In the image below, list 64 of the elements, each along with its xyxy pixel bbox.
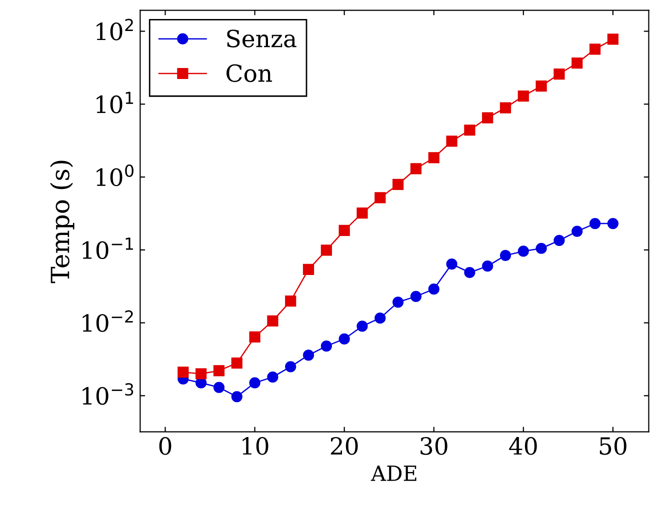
point (178, 366, 189, 378)
point (374, 312, 386, 324)
point (428, 284, 440, 295)
y-tick-label: 10$^{−2}$ (82, 310, 133, 332)
point (338, 224, 350, 236)
point (267, 315, 278, 327)
point (446, 136, 458, 147)
y-tick-label: 10$^{−3}$ (82, 383, 134, 405)
point (464, 124, 476, 136)
x-tick-label: 10 (242, 437, 268, 455)
point (464, 266, 476, 278)
point (320, 244, 332, 256)
point (572, 226, 583, 237)
point (285, 295, 296, 307)
point (607, 218, 618, 230)
point (302, 350, 314, 361)
point (500, 250, 512, 261)
point (285, 361, 296, 372)
point (392, 178, 404, 190)
y-tick-label: 10$^{0}$ (96, 164, 134, 186)
x-tick-label: 30 (420, 437, 448, 455)
point (356, 320, 368, 332)
point (231, 391, 242, 402)
point (249, 331, 260, 342)
y-tick-label: 10$^{2}$ (96, 18, 133, 40)
y-axis-title: Tempo (s) (50, 160, 74, 284)
point (196, 368, 207, 380)
point (392, 296, 404, 308)
point (518, 246, 529, 257)
x-tick-label: 40 (509, 437, 537, 455)
point (482, 260, 494, 272)
point (356, 208, 368, 219)
point (446, 258, 458, 270)
point (410, 163, 422, 174)
point (267, 372, 278, 383)
point (374, 192, 386, 204)
point (536, 80, 547, 92)
point (589, 218, 601, 230)
point (428, 152, 440, 164)
point (554, 234, 565, 246)
point (518, 90, 529, 102)
x-tick-label: 0 (159, 437, 172, 455)
point (572, 58, 583, 69)
point (249, 377, 260, 388)
point (500, 102, 512, 114)
x-tick-label: 50 (600, 437, 626, 455)
y-tick-label: 10$^{−1}$ (82, 238, 133, 260)
point (213, 382, 225, 393)
point (482, 112, 494, 124)
point (338, 333, 350, 345)
point (554, 68, 565, 80)
point (607, 34, 618, 45)
point (231, 358, 242, 369)
x-tick-label: 20 (330, 437, 358, 455)
y-tick-label: 10$^{1}$ (96, 92, 134, 114)
point (213, 365, 225, 376)
point (410, 290, 422, 302)
point (302, 264, 314, 275)
point (589, 44, 601, 55)
point (320, 340, 332, 352)
legend-label: Senza (227, 30, 296, 48)
legend-label: Con (226, 64, 272, 82)
point (536, 242, 547, 254)
x-axis-title: ADE (370, 466, 416, 481)
